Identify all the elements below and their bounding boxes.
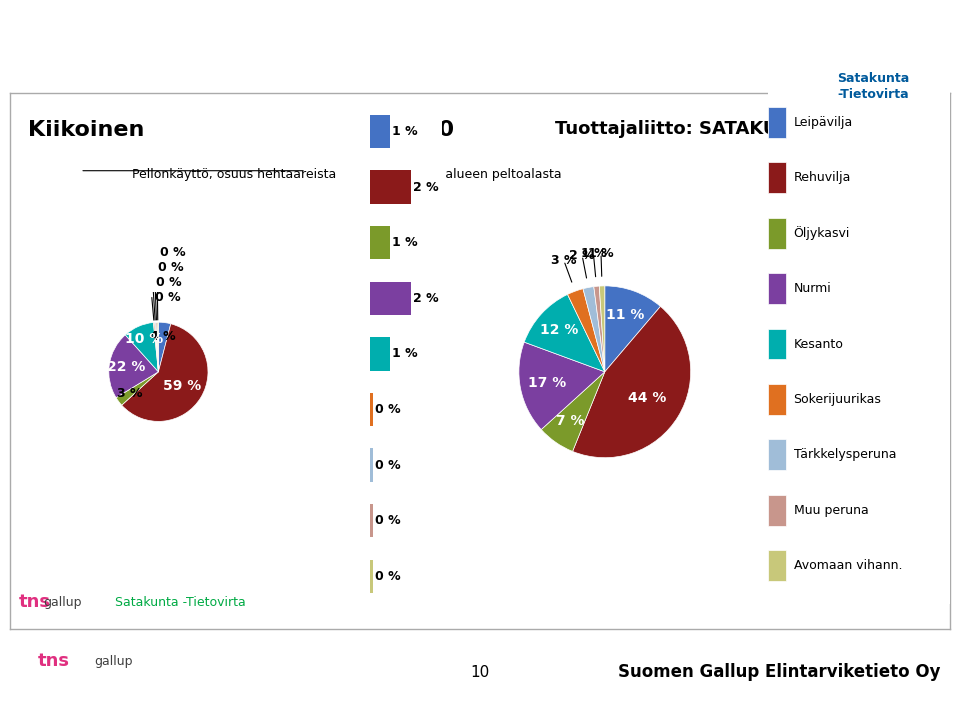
Text: 2 %: 2 %: [413, 292, 439, 305]
Text: Tärkkelysperuna: Tärkkelysperuna: [794, 448, 896, 461]
Text: 44 %: 44 %: [628, 390, 666, 405]
Bar: [768, 329, 786, 360]
Wedge shape: [594, 286, 605, 372]
Text: 0 %: 0 %: [374, 458, 400, 472]
Bar: [370, 115, 390, 148]
Text: Sokerijuurikas: Sokerijuurikas: [794, 393, 881, 406]
Text: 0 %: 0 %: [158, 261, 183, 275]
Wedge shape: [599, 286, 605, 372]
Text: Avomaan vihann.: Avomaan vihann.: [794, 559, 902, 572]
Text: 0 %: 0 %: [160, 246, 186, 260]
Bar: [768, 439, 786, 470]
Bar: [768, 107, 786, 138]
Text: Rehuvilja: Rehuvilja: [794, 172, 851, 184]
Text: Satakunta
-Tietovirta: Satakunta -Tietovirta: [837, 72, 910, 101]
Text: 2010: 2010: [393, 120, 455, 139]
Bar: [370, 393, 372, 426]
Wedge shape: [572, 307, 690, 458]
Wedge shape: [519, 342, 605, 430]
Text: Muu peruna: Muu peruna: [794, 503, 868, 516]
Text: 0 %: 0 %: [156, 291, 180, 304]
Text: Satakunta -Tietovirta: Satakunta -Tietovirta: [115, 596, 246, 609]
Wedge shape: [125, 322, 158, 372]
Text: 4 %: 4 %: [150, 330, 176, 343]
Wedge shape: [583, 287, 605, 372]
Text: 0 %: 0 %: [156, 276, 181, 289]
Text: 11 %: 11 %: [607, 308, 645, 322]
Text: 1 %: 1 %: [581, 247, 606, 260]
Bar: [370, 337, 390, 370]
Bar: [768, 384, 786, 415]
Bar: [768, 550, 786, 581]
Bar: [370, 170, 411, 204]
Bar: [370, 448, 372, 482]
Wedge shape: [567, 289, 605, 372]
Text: 0 %: 0 %: [374, 570, 400, 583]
Bar: [768, 495, 786, 526]
Text: gallup: gallup: [43, 596, 82, 609]
Bar: [370, 282, 411, 315]
Text: 7 %: 7 %: [556, 414, 585, 428]
Text: 2 %: 2 %: [413, 181, 439, 194]
Bar: [370, 560, 372, 593]
Text: 3 %: 3 %: [551, 254, 577, 267]
Text: 22 %: 22 %: [108, 360, 146, 374]
Text: Öljykasvi: Öljykasvi: [794, 227, 850, 240]
Bar: [768, 218, 786, 249]
Wedge shape: [155, 322, 158, 372]
Text: 12 %: 12 %: [540, 323, 578, 337]
Text: 10: 10: [470, 665, 490, 679]
Wedge shape: [156, 322, 158, 372]
Text: 1 %: 1 %: [393, 236, 418, 250]
Text: tns: tns: [37, 652, 70, 671]
Wedge shape: [524, 295, 605, 372]
Text: 1 %: 1 %: [393, 347, 418, 360]
Text: 59 %: 59 %: [162, 379, 201, 393]
Text: Tuottajaliitto: SATAKUNTA: Tuottajaliitto: SATAKUNTA: [555, 120, 818, 138]
Text: 0 %: 0 %: [374, 403, 400, 416]
Text: Kesanto: Kesanto: [794, 337, 844, 350]
Text: 1 %: 1 %: [588, 247, 613, 260]
Text: gallup: gallup: [94, 655, 132, 668]
Wedge shape: [116, 372, 158, 405]
Text: 10 %: 10 %: [125, 332, 163, 346]
Text: Pellonkäyttö, osuus hehtaareista: Pellonkäyttö, osuus hehtaareista: [132, 168, 336, 181]
Bar: [370, 226, 390, 260]
Text: Nurmi: Nurmi: [794, 282, 831, 295]
Text: Suomen Gallup Elintarviketieto Oy: Suomen Gallup Elintarviketieto Oy: [618, 663, 941, 681]
Text: 2 %: 2 %: [569, 249, 595, 262]
Bar: [768, 162, 786, 193]
Bar: [768, 273, 786, 304]
Text: 1 %: 1 %: [393, 125, 418, 138]
Text: 17 %: 17 %: [528, 376, 566, 390]
Bar: [370, 504, 372, 538]
Wedge shape: [605, 286, 660, 372]
Wedge shape: [122, 324, 208, 421]
Wedge shape: [108, 335, 158, 398]
Text: 0 %: 0 %: [374, 514, 400, 527]
Wedge shape: [157, 322, 158, 372]
Text: Leipävilja: Leipävilja: [794, 116, 852, 129]
Text: Kiikoinen: Kiikoinen: [29, 120, 145, 139]
Wedge shape: [158, 322, 171, 372]
Wedge shape: [541, 372, 605, 451]
Text: osuus alueen peltoalasta: osuus alueen peltoalasta: [405, 168, 562, 181]
Text: 3 %: 3 %: [117, 387, 143, 400]
Text: tns: tns: [19, 593, 51, 611]
Wedge shape: [154, 322, 158, 372]
